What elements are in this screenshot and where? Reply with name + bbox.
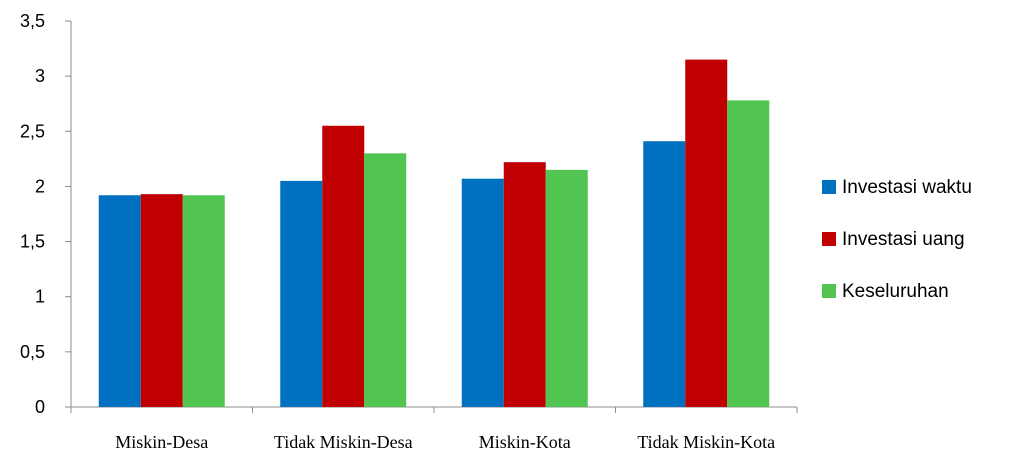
bar xyxy=(98,195,141,407)
bar xyxy=(643,141,686,407)
legend: Investasi waktu Investasi uang Keseluruhan xyxy=(822,177,972,302)
y-tick-label: 1,5 xyxy=(20,232,45,252)
bar xyxy=(461,178,504,407)
legend-label: Keseluruhan xyxy=(842,281,949,302)
x-axis: Miskin-Desa Tidak Miskin-Desa Miskin-Kota T… xyxy=(70,406,798,452)
legend-swatch xyxy=(822,284,836,298)
bar xyxy=(140,194,183,407)
y-tick-label: 0,5 xyxy=(20,342,45,362)
y-tick-label: 1 xyxy=(35,287,45,307)
bar xyxy=(685,59,728,407)
legend-label: Investasi waktu xyxy=(842,177,972,198)
bar xyxy=(503,162,546,407)
bar xyxy=(545,169,588,407)
bar xyxy=(280,180,323,407)
y-tick-label: 2 xyxy=(35,176,45,196)
bar xyxy=(322,125,365,408)
bar xyxy=(182,195,225,407)
y-tick-label: 3 xyxy=(35,66,45,86)
y-tick-label: 3,5 xyxy=(20,11,45,31)
bar xyxy=(364,153,407,407)
bar xyxy=(727,100,770,408)
y-axis: 0 0,5 1 1,5 2 2,5 3 3,5 xyxy=(20,11,72,417)
legend-swatch xyxy=(822,180,836,194)
y-tick-label: 0 xyxy=(35,397,45,417)
legend-label: Investasi uang xyxy=(842,229,965,250)
y-tick-label: 2,5 xyxy=(20,121,45,141)
legend-swatch xyxy=(822,232,836,246)
x-tick-label: Tidak Miskin-Desa xyxy=(274,432,413,452)
x-tick-label: Miskin-Desa xyxy=(115,432,208,452)
bars xyxy=(98,59,770,408)
x-tick-label: Tidak Miskin-Kota xyxy=(637,432,775,452)
x-tick-label: Miskin-Kota xyxy=(479,432,571,452)
